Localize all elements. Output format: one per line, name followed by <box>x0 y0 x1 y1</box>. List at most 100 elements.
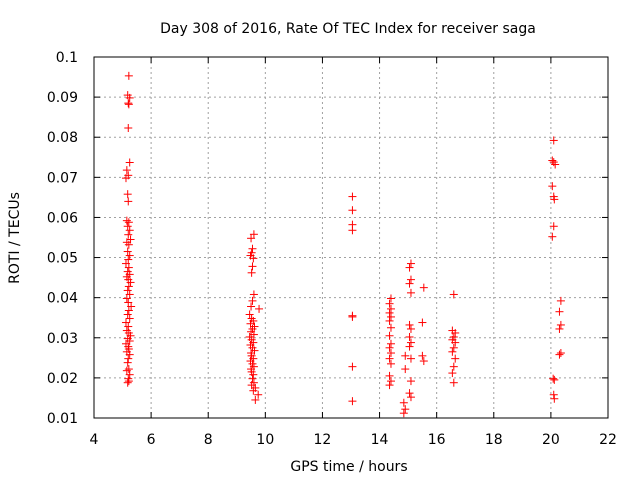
data-point <box>449 343 458 352</box>
data-point <box>556 320 565 329</box>
data-point <box>406 338 415 347</box>
data-point <box>125 226 134 235</box>
data-point <box>405 279 414 288</box>
data-point <box>124 306 133 315</box>
data-point <box>348 362 357 371</box>
data-point <box>125 314 134 323</box>
data-point <box>549 136 558 145</box>
y-tick-label: 0.08 <box>47 130 78 146</box>
data-point <box>124 377 133 386</box>
data-point <box>386 349 395 358</box>
data-point <box>385 343 394 352</box>
data-point <box>121 318 130 327</box>
data-point <box>419 283 428 292</box>
data-point <box>406 393 415 402</box>
data-point <box>124 354 133 363</box>
data-point <box>124 263 133 272</box>
data-point <box>124 365 133 374</box>
data-point <box>123 378 132 387</box>
data-point <box>254 390 263 399</box>
x-tick-label: 14 <box>371 432 389 448</box>
data-point <box>124 197 133 206</box>
data-point <box>405 332 414 341</box>
data-point <box>247 234 256 243</box>
y-tick-label: 0.03 <box>47 331 78 347</box>
data-point <box>405 342 414 351</box>
data-point <box>251 395 260 404</box>
x-tick-label: 8 <box>204 432 213 448</box>
data-point <box>123 310 132 319</box>
data-point <box>123 222 132 231</box>
data-point <box>549 222 558 231</box>
data-point <box>123 286 132 295</box>
y-tick-label: 0.07 <box>47 170 78 186</box>
data-point <box>124 240 133 249</box>
data-point <box>405 263 414 272</box>
data-point <box>249 230 258 239</box>
x-tick-label: 18 <box>485 432 503 448</box>
data-point <box>385 308 394 317</box>
data-point <box>248 374 257 383</box>
data-point <box>348 397 357 406</box>
data-point <box>348 192 357 201</box>
data-point <box>124 255 133 264</box>
data-point <box>122 366 131 375</box>
data-point <box>249 386 258 395</box>
data-point <box>405 389 414 398</box>
data-point <box>448 347 457 356</box>
data-point <box>123 190 132 199</box>
data-point <box>348 226 357 235</box>
data-point <box>124 322 133 331</box>
data-point <box>385 354 394 363</box>
data-point <box>386 323 395 332</box>
data-point <box>451 354 460 363</box>
x-tick-label: 22 <box>599 432 617 448</box>
data-point <box>555 307 564 316</box>
data-point <box>125 251 134 260</box>
data-point <box>247 302 256 311</box>
data-point <box>125 93 134 102</box>
data-point <box>122 294 131 303</box>
data-point <box>406 275 415 284</box>
data-point <box>123 358 132 367</box>
data-point <box>124 218 133 227</box>
data-point <box>549 374 558 383</box>
data-point <box>386 312 395 321</box>
data-point <box>248 296 257 305</box>
data-point <box>406 259 415 268</box>
x-axis-label: GPS time / hours <box>290 459 407 475</box>
data-point <box>121 174 130 183</box>
data-point <box>385 316 394 325</box>
y-tick-label: 0.01 <box>47 411 78 427</box>
data-point <box>125 350 134 359</box>
data-point <box>124 123 133 132</box>
y-axis-label: ROTI / TECUs <box>7 192 23 284</box>
chart-title: Day 308 of 2016, Rate Of TEC Index for r… <box>160 21 536 37</box>
data-point <box>348 206 357 215</box>
data-point <box>548 182 557 191</box>
data-point <box>386 377 395 386</box>
data-point <box>124 99 133 108</box>
data-point <box>125 370 134 379</box>
data-point <box>549 390 558 399</box>
data-point <box>386 294 395 303</box>
data-point <box>448 369 457 378</box>
data-point <box>122 166 131 175</box>
data-point <box>348 312 357 321</box>
data-point <box>124 100 133 109</box>
data-point <box>399 409 408 418</box>
data-point <box>248 262 257 271</box>
x-tick-label: 4 <box>90 432 99 448</box>
data-point <box>385 299 394 308</box>
data-point <box>247 268 256 277</box>
data-point <box>249 370 258 379</box>
data-point <box>249 290 258 299</box>
data-point <box>451 328 460 337</box>
data-point <box>406 324 415 333</box>
y-tick-label: 0.09 <box>47 90 78 106</box>
data-point <box>551 160 560 169</box>
grid-lines <box>94 57 608 418</box>
data-point <box>386 304 395 313</box>
data-point <box>401 365 410 374</box>
